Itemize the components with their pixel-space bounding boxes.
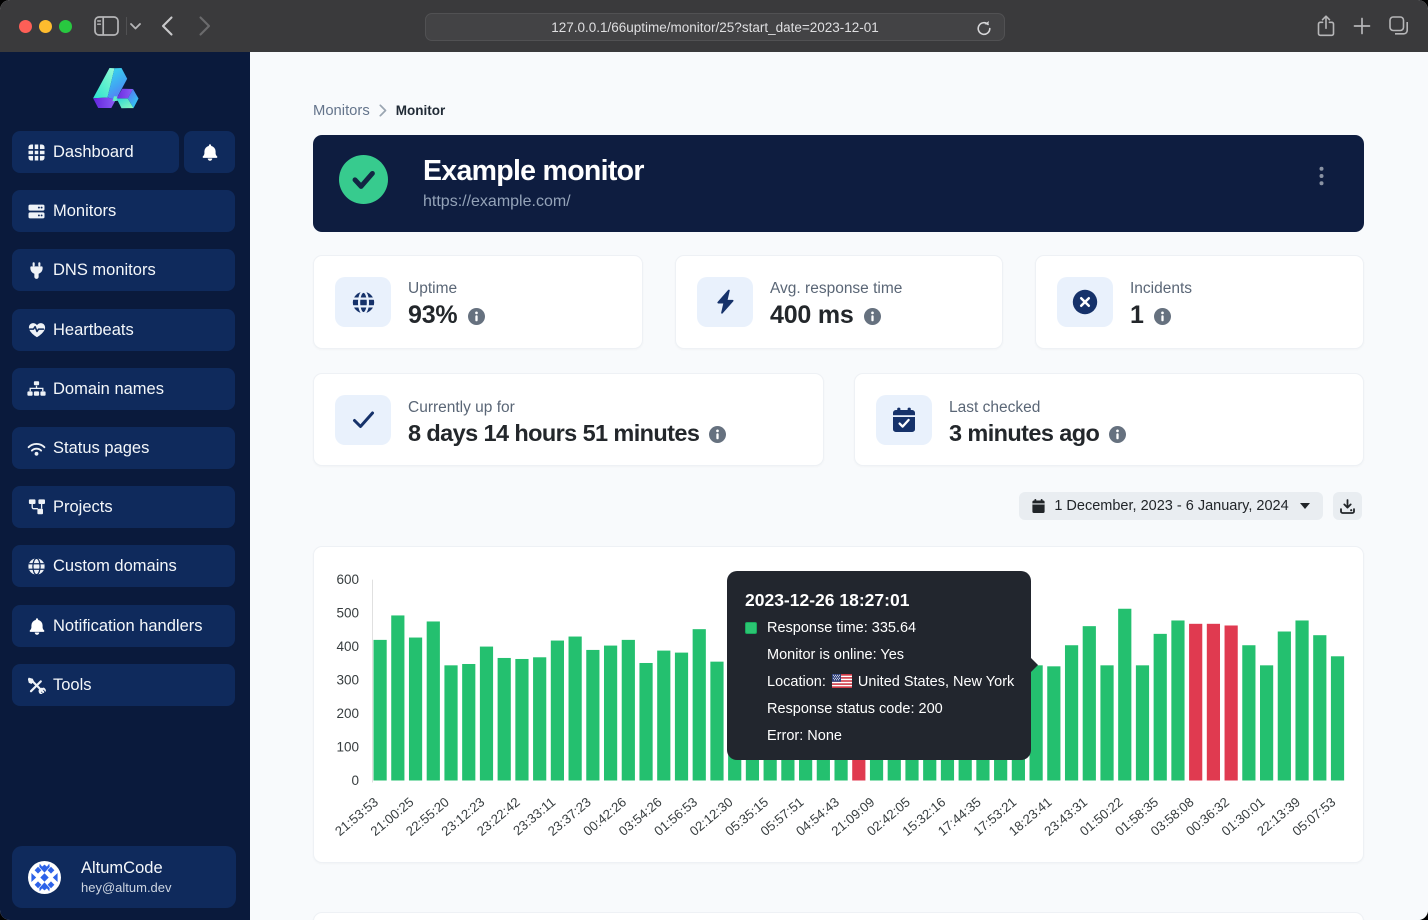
svg-text:300: 300 xyxy=(336,673,359,688)
svg-text:600: 600 xyxy=(336,572,359,587)
svg-text:100: 100 xyxy=(336,740,359,755)
svg-text:0: 0 xyxy=(351,773,359,788)
svg-text:400: 400 xyxy=(336,639,359,654)
svg-text:200: 200 xyxy=(336,706,359,721)
svg-text:500: 500 xyxy=(336,606,359,621)
